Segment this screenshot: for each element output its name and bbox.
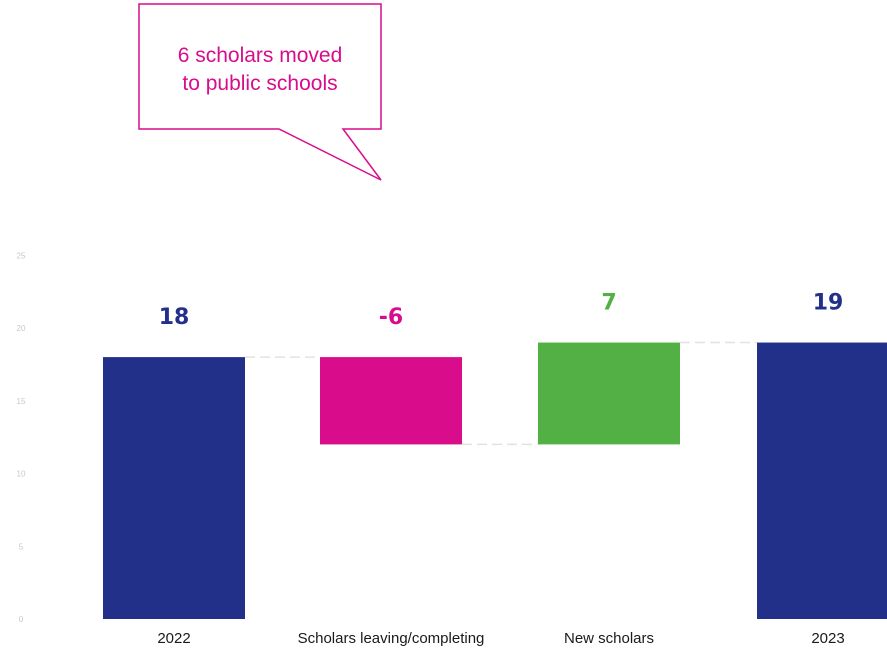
- bar-2023: [757, 342, 887, 619]
- x-tick-label-2023: 2023: [811, 630, 844, 647]
- x-tick-label-2022: 2022: [157, 630, 190, 647]
- connector-lines: [245, 341, 757, 446]
- x-axis: 2022 Scholars leaving/completing New schol…: [157, 630, 844, 647]
- bar-2022: [103, 357, 245, 619]
- annotation-callout: 6 scholars moved to public schools: [138, 3, 382, 181]
- callout-bubble: [138, 3, 382, 181]
- value-label-scholars-leaving-completing: -6: [379, 305, 403, 330]
- y-tick-label-0: 0: [19, 615, 24, 624]
- y-tick-label-10: 10: [17, 470, 26, 479]
- y-tick-label-5: 5: [19, 542, 24, 551]
- value-label-2023: 19: [813, 291, 844, 316]
- y-tick-label-15: 15: [17, 397, 26, 406]
- y-tick-label-20: 20: [17, 324, 26, 333]
- callout-text-line-1: 6 scholars moved: [178, 44, 343, 67]
- bars: [103, 342, 887, 619]
- value-labels: 18 -6 7 19: [157, 289, 845, 332]
- callout-text-line-2: to public schools: [182, 72, 337, 95]
- value-label-new-scholars: 7: [601, 291, 616, 316]
- bar-scholars-leaving-completing: [320, 357, 462, 445]
- x-tick-label-scholars-leaving-completing: Scholars leaving/completing: [298, 630, 485, 647]
- value-label-2022: 18: [159, 305, 190, 330]
- x-tick-label-new-scholars: New scholars: [564, 630, 654, 647]
- y-axis: 0 5 10 15 20 25: [17, 251, 26, 624]
- bar-new-scholars: [538, 342, 680, 445]
- y-tick-label-25: 25: [17, 251, 26, 260]
